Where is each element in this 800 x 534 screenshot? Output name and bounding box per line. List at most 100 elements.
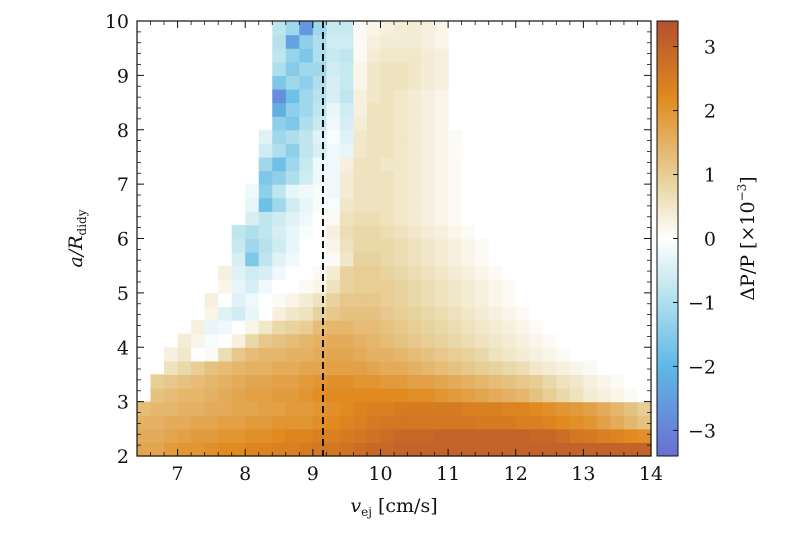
heatmap-cell [488, 388, 503, 403]
heatmap-cell [366, 292, 382, 308]
heatmap-cell [245, 265, 260, 280]
heatmap-cell [380, 347, 395, 362]
heatmap-cell [312, 279, 327, 294]
heatmap-cell [353, 442, 368, 457]
heatmap-cell [218, 333, 233, 348]
heatmap-cell [421, 347, 436, 362]
heatmap-cell [353, 320, 368, 335]
heatmap-cell [380, 388, 395, 403]
heatmap-cell [299, 197, 314, 212]
heatmap-cell [299, 224, 314, 240]
heatmap-cell [407, 143, 422, 158]
heatmap-cell [231, 388, 246, 403]
heatmap-cell [272, 184, 287, 199]
heatmap-cell [353, 333, 368, 348]
heatmap-cell [353, 238, 368, 253]
heatmap-cell [272, 129, 287, 144]
heatmap-cell [353, 374, 368, 389]
heatmap-cell [245, 415, 260, 430]
heatmap-cell [394, 48, 409, 63]
heatmap-cell [488, 360, 503, 376]
heatmap-cell [434, 374, 449, 389]
heatmap-cell [258, 388, 273, 403]
heatmap-cell [326, 347, 341, 362]
y-tick-label: 2 [117, 446, 129, 468]
heatmap-cell [272, 88, 287, 104]
heatmap-cell [421, 34, 436, 49]
heatmap-cell [421, 61, 436, 76]
heatmap-cell [312, 34, 327, 49]
heatmap-cell [515, 415, 530, 430]
heatmap-cell [258, 184, 273, 199]
heatmap-cell [285, 360, 300, 376]
heatmap-cell [434, 347, 449, 362]
heatmap-cell [177, 428, 192, 443]
heatmap-cell [488, 401, 503, 416]
heatmap-cell [218, 388, 233, 403]
heatmap-cell [312, 252, 327, 267]
heatmap-cell [258, 306, 273, 321]
heatmap-cell [407, 333, 422, 348]
heatmap-cell [339, 197, 355, 212]
heatmap-cell [258, 374, 273, 389]
heatmap-cell [326, 333, 341, 348]
heatmap-cell [421, 252, 436, 267]
heatmap-cell [245, 252, 260, 267]
heatmap-cell [461, 320, 476, 335]
heatmap-cell [637, 401, 652, 416]
x-tick-label: 11 [436, 463, 460, 485]
y-axis-label-sub: didy [75, 209, 89, 235]
heatmap-cell [272, 224, 287, 240]
heatmap-cell [353, 401, 368, 416]
heatmap-cell [366, 415, 382, 430]
heatmap-cell [312, 48, 327, 63]
heatmap-cell [231, 224, 246, 240]
heatmap-cell [339, 34, 355, 49]
heatmap-cell [434, 415, 449, 430]
heatmap-cell [272, 320, 287, 335]
colorbar-tick-label: 2 [704, 101, 716, 123]
heatmap-cell [407, 238, 422, 253]
heatmap-cell [380, 48, 395, 63]
heatmap-cell [380, 333, 395, 348]
heatmap-cell [380, 292, 395, 308]
heatmap-cell [353, 265, 368, 280]
heatmap-cell [366, 48, 382, 63]
heatmap-cell [421, 333, 436, 348]
heatmap-cell [137, 415, 152, 430]
heatmap-cell [312, 116, 327, 131]
heatmap-cell [299, 184, 314, 199]
heatmap-cell [272, 34, 287, 49]
heatmap-cell [434, 21, 449, 36]
heatmap-cell [488, 374, 503, 389]
heatmap-cell [285, 374, 300, 389]
heatmap-cell [326, 415, 341, 430]
heatmap-cell [475, 401, 490, 416]
heatmap-cell [218, 415, 233, 430]
heatmap-cell [164, 360, 179, 376]
heatmap-cell [339, 170, 355, 185]
heatmap-cell [407, 388, 422, 403]
heatmap-cell [164, 428, 179, 443]
heatmap-cell [434, 360, 449, 376]
heatmap-cell [285, 48, 300, 63]
heatmap-cell [488, 415, 503, 430]
heatmap-cell [285, 252, 300, 267]
x-tick-label: 14 [639, 463, 663, 485]
heatmap-cell [150, 428, 165, 443]
heatmap-cell [542, 401, 557, 416]
heatmap-cell [475, 415, 490, 430]
heatmap-cell [380, 374, 395, 389]
heatmap-cell [583, 374, 598, 389]
heatmap-cells [137, 21, 652, 457]
heatmap-cell [556, 442, 571, 457]
heatmap-cell [502, 279, 517, 294]
heatmap-cell [312, 347, 327, 362]
heatmap-cell [394, 374, 409, 389]
heatmap-cell [380, 88, 395, 104]
heatmap-cell [502, 333, 517, 348]
heatmap-cell [394, 156, 409, 172]
heatmap-cell [434, 129, 449, 144]
heatmap-cell [461, 333, 476, 348]
heatmap-cell [502, 401, 517, 416]
